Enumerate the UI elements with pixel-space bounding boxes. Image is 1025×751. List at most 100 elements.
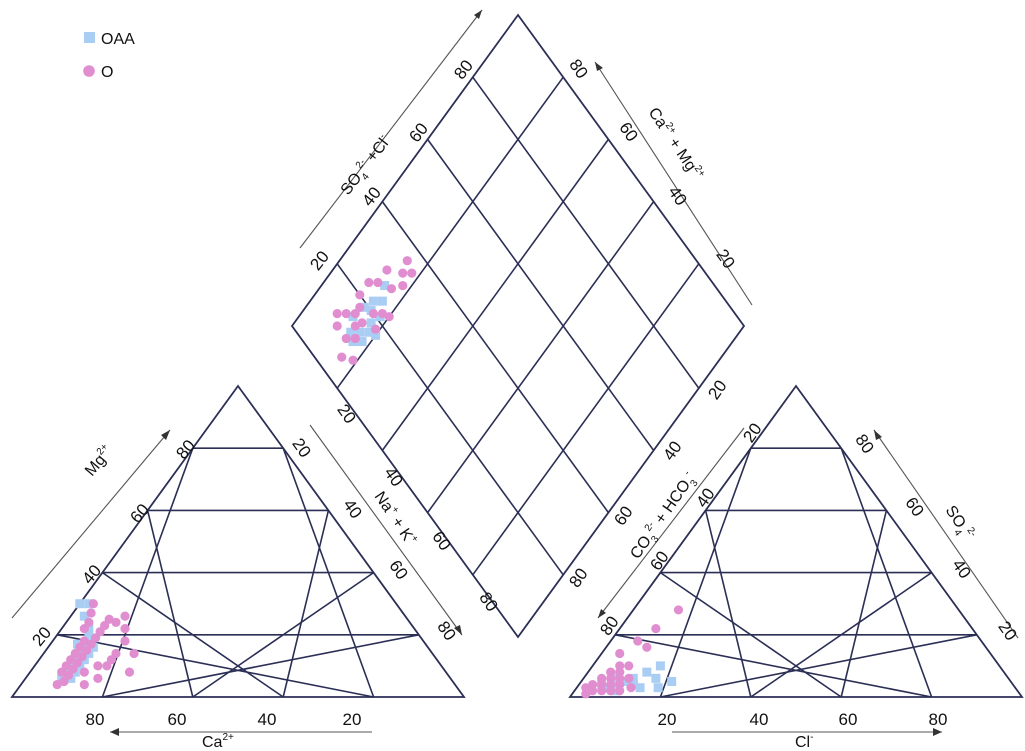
diamond-o-point — [398, 268, 408, 278]
anion-oaa-point — [655, 661, 665, 671]
cation-bottom-axis-title: Ca2+ — [202, 732, 234, 751]
anion-outline — [568, 384, 1024, 698]
cation-oaa-point — [84, 630, 94, 640]
diamond-oaa-point — [346, 327, 356, 337]
diamond-right-arrowhead — [595, 62, 603, 71]
anion-gridline-falling — [840, 510, 888, 698]
diamond-lower-left-tick-label: 20 — [333, 401, 359, 427]
cation-left-axis-title: Mg2+ — [81, 441, 117, 479]
diamond-o-point — [364, 277, 374, 288]
diamond-lower-right-tick-label: 40 — [659, 438, 685, 464]
diamond-upper-left-tick-label: 40 — [358, 183, 385, 210]
cation-bottom-tick-label: 40 — [258, 710, 277, 729]
cation-oaa-point — [79, 611, 89, 621]
cation-o-point — [111, 617, 121, 627]
diamond-o-point — [368, 308, 378, 319]
diamond-oaa-point — [368, 296, 378, 306]
diamond-gridline-a — [381, 138, 610, 451]
cation-o-point — [120, 623, 130, 634]
cation-gridline-falling — [282, 447, 375, 698]
anion-o-point — [673, 605, 684, 615]
diamond-lower-right-tick-label: 80 — [565, 565, 591, 591]
diamond-gridline-b — [472, 76, 700, 389]
diamond-right-axis-arrow — [594, 61, 753, 306]
anion-oaa-point — [667, 676, 677, 686]
anion-left-tick-label: 60 — [646, 548, 672, 574]
diamond-o-point — [355, 302, 365, 312]
diamond-right-axis-title: Ca2+ + Mg2+ — [645, 104, 708, 184]
cation-o-point — [88, 599, 98, 609]
cation-o-point — [102, 661, 112, 671]
anion-right-tick-label: 60 — [901, 494, 927, 520]
diamond-outline — [290, 13, 746, 639]
cation-bottom-tick-label: 60 — [168, 710, 187, 729]
anion-triangle-grid — [568, 384, 1024, 698]
cation-gridline-falling — [282, 510, 330, 698]
diamond-o-point — [407, 268, 417, 278]
axis-arrows — [11, 9, 1019, 736]
anion-o-point — [624, 661, 634, 671]
data-points — [52, 256, 684, 699]
anion-oaa-point — [635, 683, 645, 693]
diamond-o-point — [384, 312, 394, 322]
diamond-lower-left-tick-label: 40 — [380, 464, 406, 490]
anion-bottom-tick-label: 60 — [839, 710, 858, 729]
anion-bottom-arrowhead — [933, 728, 942, 736]
diamond-upper-left-tick-label: 80 — [450, 56, 477, 83]
diamond-oaa-point — [377, 296, 387, 306]
diamond-upper-left-tick-label: 60 — [405, 119, 432, 146]
cation-right-arrowhead — [454, 625, 462, 635]
anion-gridline-falling — [840, 447, 933, 698]
anion-gridline-falling — [660, 634, 977, 698]
diamond-oaa-point — [366, 318, 376, 328]
diamond-o-point — [355, 290, 365, 300]
anion-left-axis-title: CO32- + HCO3- — [626, 469, 703, 565]
diamond-gridline-a — [426, 201, 655, 514]
cation-o-point — [120, 636, 130, 646]
diamond-left-arrowhead — [474, 10, 482, 19]
diamond-gridline-b — [381, 201, 610, 514]
cation-o-point — [79, 636, 89, 646]
cation-right-tick-label: 80 — [433, 618, 459, 644]
anion-bottom-tick-label: 20 — [658, 710, 677, 729]
cation-gridline-falling — [102, 634, 419, 698]
anion-oaa-point — [651, 673, 661, 683]
diamond-oaa-point — [364, 327, 374, 337]
legend-oaa-label: OAA — [101, 31, 135, 48]
cation-o-point — [79, 667, 89, 677]
diamond-o-point — [386, 284, 397, 294]
diamond-oaa-point — [357, 337, 367, 347]
cation-left-tick-label: 60 — [126, 500, 153, 527]
diamond-gridline-a — [336, 76, 564, 389]
cation-o-point — [124, 667, 135, 677]
diamond-o-point — [341, 308, 351, 319]
cation-o-point — [93, 661, 103, 671]
diamond-o-point — [371, 324, 381, 334]
diamond-o-point — [357, 318, 367, 328]
cation-left-axis-arrow — [11, 429, 171, 619]
cation-right-tick-label: 40 — [339, 496, 365, 522]
cation-left-tick-label: 80 — [172, 436, 199, 463]
diamond-o-point — [332, 321, 342, 331]
diamond-oaa-point — [371, 330, 381, 340]
cation-o-point — [129, 648, 139, 659]
anion-o-point — [597, 673, 607, 683]
diamond-upper-right-tick-label: 80 — [565, 56, 591, 82]
anion-right-arrowhead — [874, 430, 882, 440]
diamond-lower-left-tick-label: 60 — [428, 528, 454, 554]
diamond-o-point — [341, 333, 351, 344]
diamond-o-point — [348, 355, 358, 365]
cation-left-tick-label: 20 — [28, 623, 55, 650]
anion-bottom-axis-title: Cl- — [795, 732, 813, 751]
diamond-upper-right-tick-label: 60 — [615, 119, 641, 145]
anion-gridline-rising — [659, 571, 842, 698]
cation-oaa-point — [75, 599, 85, 609]
anion-o-point — [642, 642, 652, 652]
cation-o-point — [86, 608, 96, 618]
cation-gridline-rising — [101, 571, 284, 698]
legend-o-marker — [83, 65, 95, 77]
cation-gridline-rising — [146, 510, 194, 698]
legend: OAA O — [83, 31, 135, 81]
diamond-upper-left-tick-label: 20 — [306, 247, 333, 274]
